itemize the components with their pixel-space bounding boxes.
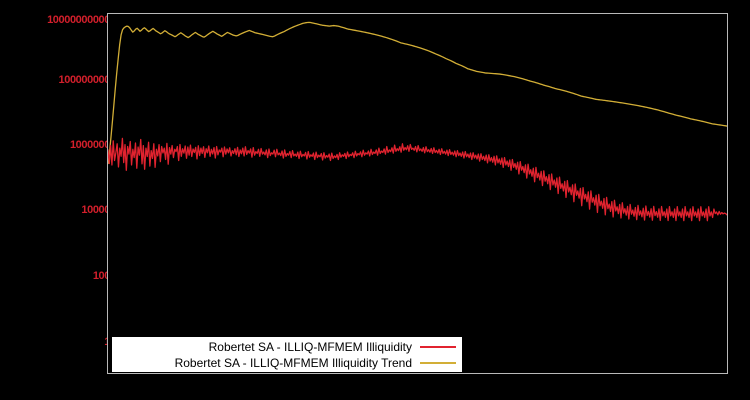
ytick-label-3: 10000 bbox=[81, 204, 110, 216]
legend-item-illiquidity[interactable]: Robertet SA - ILLIQ-MFMEM Illiquidity bbox=[112, 339, 462, 355]
ytick-label-0: 10000000000 bbox=[47, 14, 110, 26]
plot-area bbox=[107, 13, 728, 374]
ytick-label-1: 100000000 bbox=[58, 74, 111, 86]
legend-swatch-illiquidity-trend bbox=[420, 361, 456, 364]
legend-label-illiquidity-trend: Robertet SA - ILLIQ-MFMEM Illiquidity Tr… bbox=[174, 355, 412, 370]
ytick-label-4: 100 bbox=[92, 270, 111, 282]
legend-swatch-illiquidity bbox=[420, 345, 456, 348]
series-line-trend bbox=[108, 21, 727, 165]
series-line-illiquidity bbox=[108, 137, 727, 222]
series-layer bbox=[108, 21, 727, 222]
chart-legend: Robertet SA - ILLIQ-MFMEM Illiquidity Ro… bbox=[112, 337, 462, 372]
ytick-label-2: 1000000 bbox=[69, 139, 110, 151]
legend-label-illiquidity: Robertet SA - ILLIQ-MFMEM Illiquidity bbox=[208, 339, 412, 354]
legend-item-illiquidity-trend[interactable]: Robertet SA - ILLIQ-MFMEM Illiquidity Tr… bbox=[112, 355, 462, 371]
